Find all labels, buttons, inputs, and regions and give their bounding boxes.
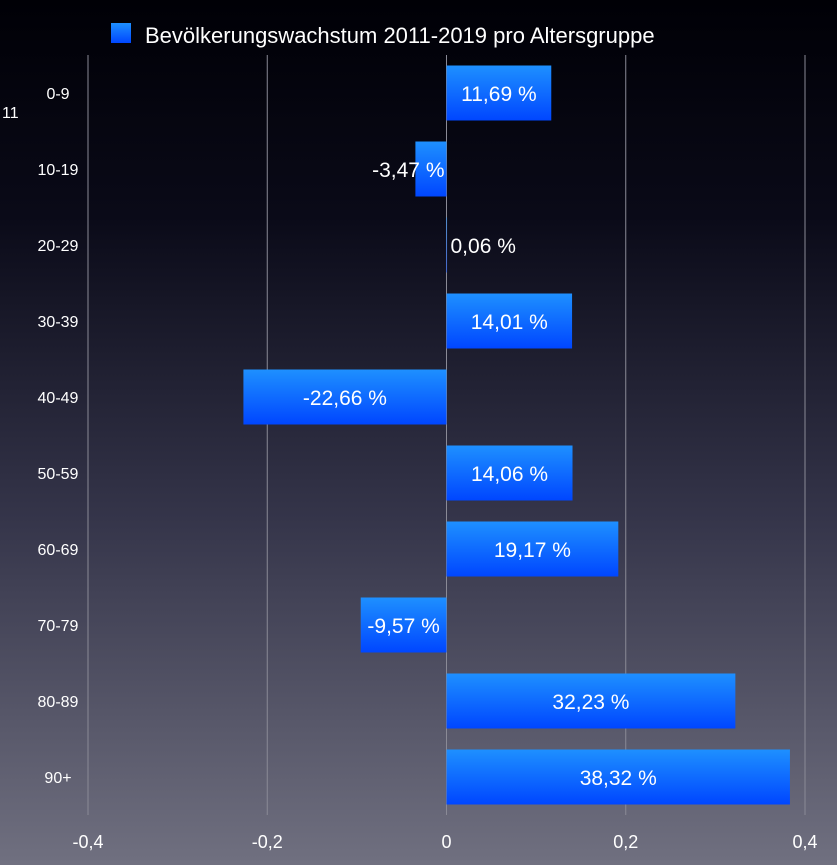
data-label: 14,06 % — [471, 463, 548, 486]
y-category-label: 20-29 — [38, 238, 79, 255]
legend: Bevölkerungswachstum 2011-2019 pro Alter… — [111, 23, 655, 48]
x-tick-label: -0,4 — [72, 832, 103, 852]
bar — [446, 673, 736, 729]
x-tick-label: -0,2 — [252, 832, 283, 852]
bar — [446, 65, 552, 121]
stray-label: 11 — [2, 105, 19, 122]
x-tick-label: 0,4 — [792, 832, 817, 852]
bar — [243, 369, 447, 425]
y-category-label: 30-39 — [38, 314, 79, 331]
y-category-label: 50-59 — [38, 466, 79, 483]
bar — [446, 217, 448, 273]
y-category-label: 80-89 — [38, 694, 79, 711]
bar — [360, 597, 447, 653]
bar — [446, 445, 573, 501]
data-label: 11,69 % — [461, 83, 537, 106]
data-label: 0,06 % — [451, 235, 516, 258]
legend-swatch — [111, 23, 131, 43]
bar — [446, 293, 573, 349]
y-category-label: 40-49 — [38, 390, 79, 407]
y-category-label: 10-19 — [38, 162, 79, 179]
data-label: -3,47 % — [372, 159, 444, 182]
bar — [415, 141, 447, 197]
y-category-label: 70-79 — [38, 618, 79, 635]
bar — [446, 521, 619, 577]
data-label: -9,57 % — [367, 615, 439, 638]
data-label: 19,17 % — [494, 539, 571, 562]
x-tick-label: 0 — [441, 832, 451, 852]
data-label: 38,32 % — [580, 767, 657, 790]
y-category-label: 90+ — [44, 770, 71, 787]
y-category-label: 0-9 — [46, 86, 69, 103]
legend-label: Bevölkerungswachstum 2011-2019 pro Alter… — [145, 23, 655, 48]
data-label: 14,01 % — [471, 311, 548, 334]
bar — [446, 749, 790, 805]
x-tick-label: 0,2 — [613, 832, 638, 852]
data-label: -22,66 % — [303, 387, 387, 410]
data-label: 32,23 % — [552, 691, 629, 714]
y-category-label: 60-69 — [38, 542, 79, 559]
